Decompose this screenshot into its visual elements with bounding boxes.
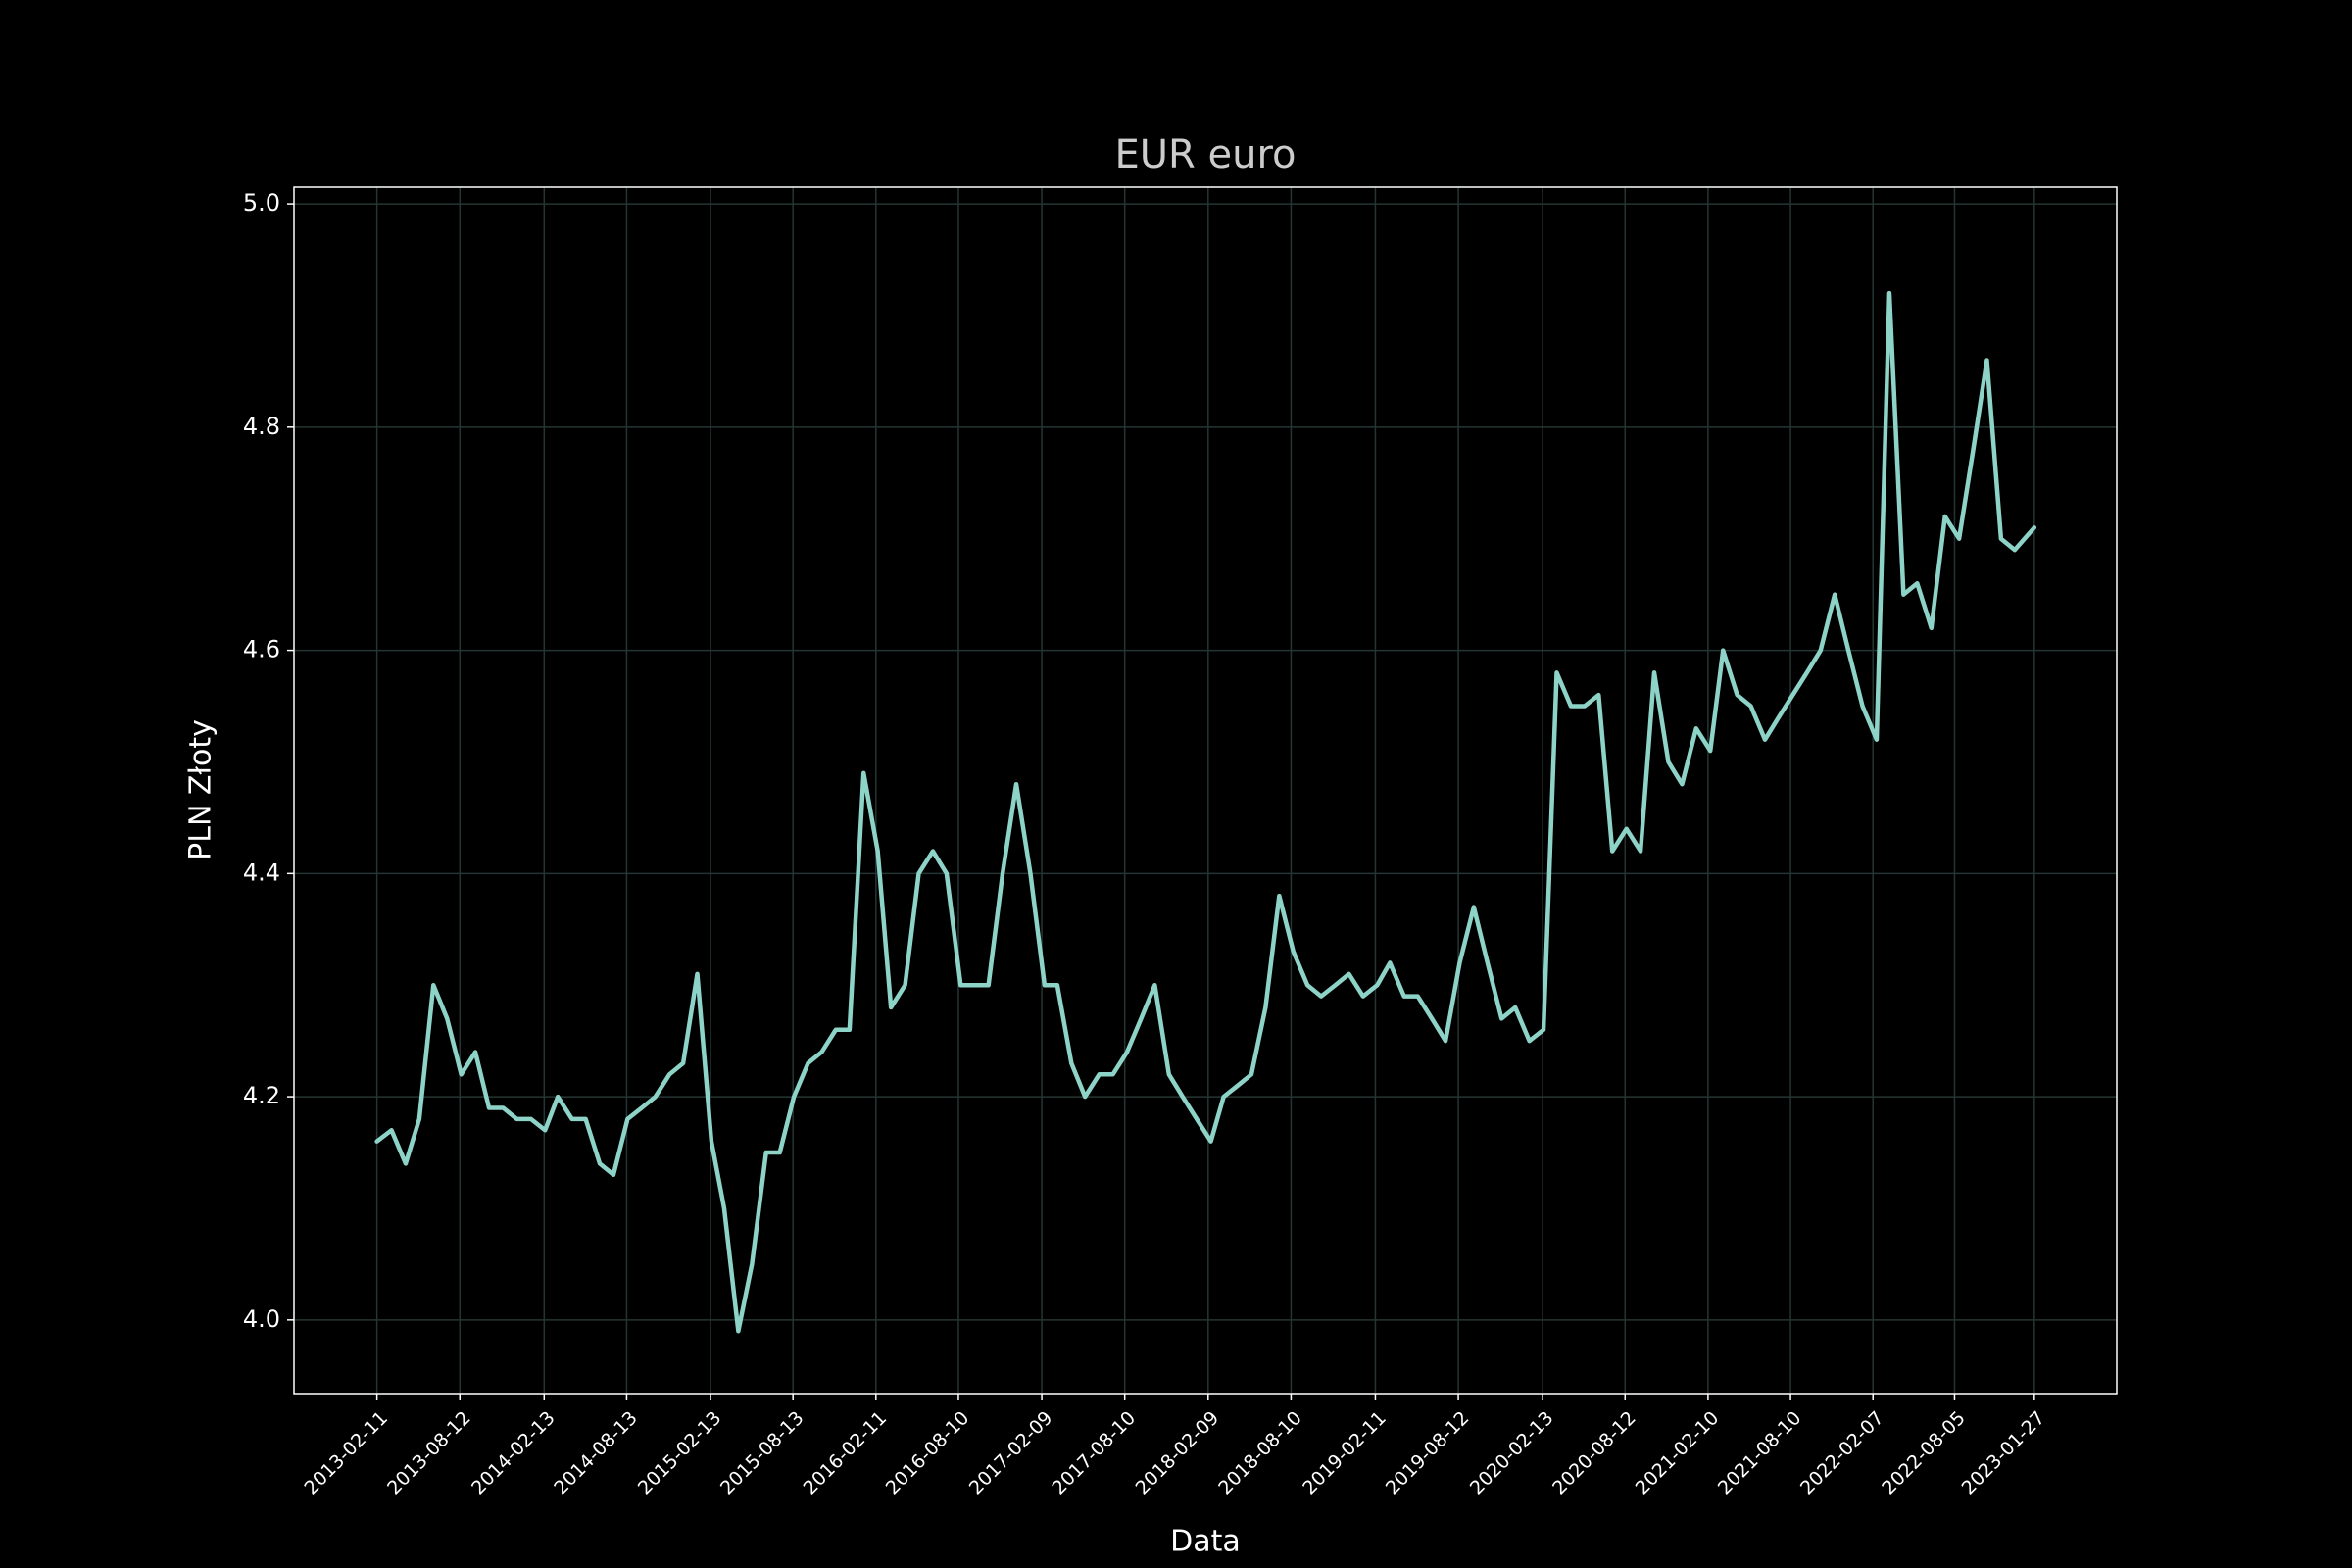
y-axis-label: PLN Złoty (184, 719, 219, 860)
y-tick-label: 5.0 (243, 189, 280, 217)
y-tick-label: 4.2 (243, 1082, 280, 1109)
y-tick-label: 4.6 (243, 636, 280, 663)
chart-title: EUR euro (1114, 132, 1296, 177)
plot-frame (293, 186, 2118, 1395)
y-tick-label: 4.4 (243, 858, 280, 886)
y-tick-label: 4.8 (243, 413, 280, 440)
x-axis-label: Data (1170, 1525, 1241, 1559)
data-line (374, 290, 2037, 1334)
y-tick-label: 4.0 (243, 1305, 280, 1333)
